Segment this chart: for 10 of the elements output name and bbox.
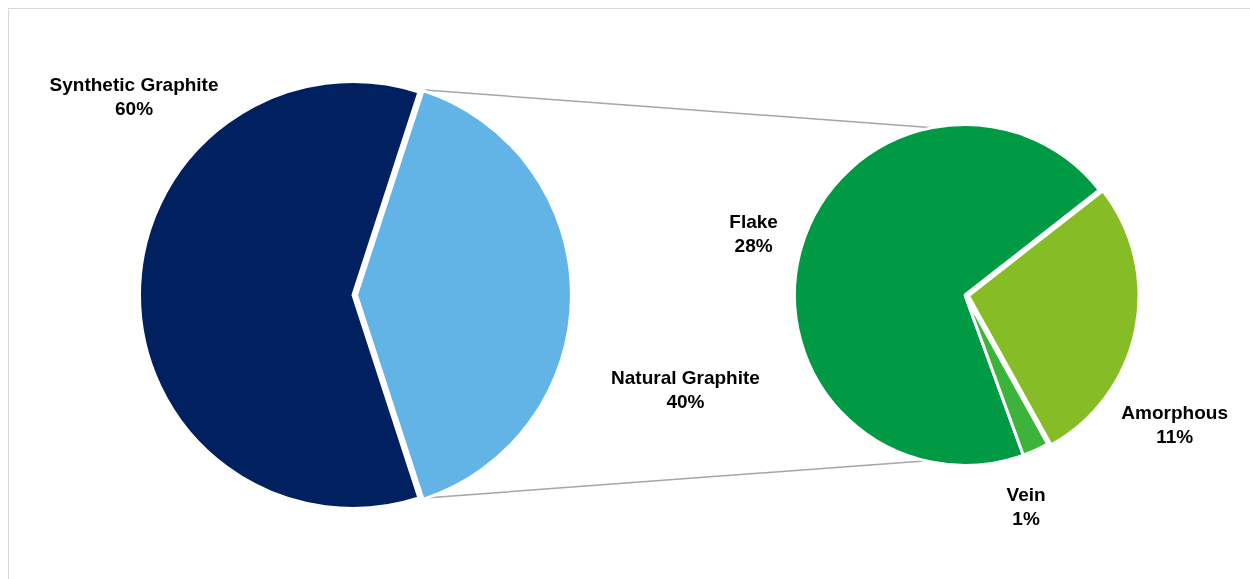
- slice-label: Synthetic Graphite: [49, 74, 219, 96]
- data-label: 1%: [1012, 508, 1040, 530]
- data-label: 11%: [1156, 426, 1194, 448]
- slice-label: Natural Graphite: [611, 366, 760, 388]
- slice-label: Flake: [729, 210, 778, 232]
- slice-label: Vein: [1006, 484, 1046, 506]
- slice-label: Amorphous: [1121, 402, 1228, 424]
- data-label: 60%: [115, 98, 154, 120]
- data-label: 40%: [666, 390, 705, 412]
- data-label: 28%: [734, 234, 773, 256]
